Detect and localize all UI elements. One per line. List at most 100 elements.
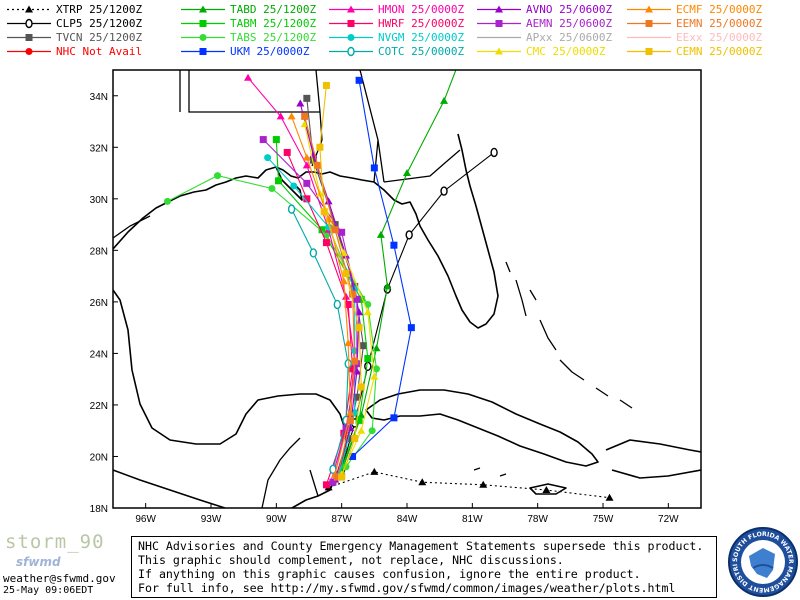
track-point xyxy=(364,361,372,371)
legend-swatch xyxy=(7,48,51,55)
track-point xyxy=(363,308,372,316)
track-point xyxy=(357,383,365,391)
legend-label: COTC 25/0000Z xyxy=(378,45,465,58)
track-point xyxy=(349,365,357,373)
track-point xyxy=(309,248,318,258)
legend-swatch xyxy=(627,20,671,27)
sfwmd-seal-icon: SOUTH FLORIDA WATER MANAGEMENT DISTRICT xyxy=(727,526,798,597)
storm-name: storm_90 xyxy=(5,531,105,553)
track-point xyxy=(320,208,328,216)
legend-label: NHC Not Avail xyxy=(56,45,143,58)
legend-marker xyxy=(645,48,653,55)
hispaniola-coastline xyxy=(605,439,701,453)
track-point xyxy=(275,177,283,185)
track-point xyxy=(287,112,296,120)
track-point xyxy=(301,112,309,120)
longitude-label: 81W xyxy=(462,514,483,525)
track-point xyxy=(372,344,381,352)
track-point xyxy=(479,480,488,488)
longitude-label: 96W xyxy=(135,514,156,525)
legend-marker xyxy=(25,48,33,55)
track-point xyxy=(390,414,398,422)
track-point xyxy=(322,81,330,89)
legend-label: CEMN 25/0000Z xyxy=(676,45,763,58)
latitude-label: 34N xyxy=(90,92,108,103)
legend-swatch xyxy=(627,36,671,39)
track-point xyxy=(376,230,385,238)
legend-label: TABD 25/1200Z xyxy=(230,3,317,16)
disclaimer-line: This graphic should complement, not repl… xyxy=(138,553,564,567)
legend-swatch xyxy=(477,36,521,39)
track-point xyxy=(346,408,355,416)
track-point xyxy=(339,277,348,285)
track-point xyxy=(403,169,411,177)
longitude-labels: 96W 93W 90W 87W 84W 81W 78W 75W 72W xyxy=(135,503,679,525)
latitude-label: 22N xyxy=(90,401,108,412)
track-point xyxy=(368,427,376,435)
legend-label: NVGM 25/0000Z xyxy=(378,31,465,44)
track-point xyxy=(349,452,357,460)
track-point xyxy=(331,226,339,234)
track-point xyxy=(302,153,311,161)
legend-swatch xyxy=(329,5,373,13)
legend-swatch xyxy=(329,34,373,41)
track-point xyxy=(302,161,311,169)
longitude-label: 72W xyxy=(658,514,679,525)
track-point xyxy=(490,147,498,158)
track-point xyxy=(338,473,346,481)
legend-marker xyxy=(347,46,355,57)
track-point xyxy=(605,493,614,501)
issue-timestamp: 25-May 09:06EDT xyxy=(3,585,94,596)
legend-swatch xyxy=(7,5,51,13)
track-point xyxy=(440,186,448,196)
state-borders xyxy=(179,70,461,183)
legend-label: EEMN 25/0000Z xyxy=(676,17,763,30)
track-point xyxy=(264,154,272,162)
track-tabd xyxy=(337,70,457,475)
track-point xyxy=(418,478,427,486)
latitude-label: 24N xyxy=(90,349,108,360)
track-point xyxy=(268,185,276,193)
legend-label: UKM 25/0000Z xyxy=(230,45,310,58)
legend-marker xyxy=(25,34,33,41)
legend-label: AVNO 25/0600Z xyxy=(526,3,613,16)
track-point xyxy=(287,204,296,214)
legend-label: HMON 25/0000Z xyxy=(378,3,465,16)
track-point xyxy=(322,481,330,489)
legend-marker xyxy=(347,20,355,27)
central-america-coastline xyxy=(113,469,226,508)
sfwmd-wordmark: sfwmd xyxy=(16,555,61,569)
legend-swatch xyxy=(477,20,521,27)
central-america-borders xyxy=(261,437,319,508)
legend-marker xyxy=(347,5,355,13)
legend-swatch xyxy=(181,20,225,27)
track-point xyxy=(303,94,311,102)
longitude-label: 78W xyxy=(527,514,548,525)
legend-marker xyxy=(25,5,33,13)
latitude-label: 32N xyxy=(90,143,108,154)
us-mexico-border xyxy=(113,215,151,239)
track-point xyxy=(340,429,348,437)
track-line xyxy=(341,70,457,473)
track-point xyxy=(309,156,317,164)
legend-swatch xyxy=(627,48,671,55)
contact-email[interactable]: weather@sfwmd.gov xyxy=(3,572,116,585)
legend-label: XTRP 25/1200Z xyxy=(56,3,143,16)
model-legend: XTRP 25/1200Z CLP5 25/1200Z TVCN 25/1200Z N… xyxy=(0,0,800,58)
track-point xyxy=(318,226,326,234)
latitude-label: 28N xyxy=(90,246,108,257)
legend-label: ECMF 25/0000Z xyxy=(676,3,763,16)
track-point xyxy=(359,342,367,350)
map-background xyxy=(113,70,701,508)
latitude-labels: 34N 32N 30N 28N 26N 24N 22N 20N 18N xyxy=(90,92,118,515)
disclaimer-line[interactable]: For full info, see http://my.sfwmd.gov/s… xyxy=(138,581,676,595)
track-point xyxy=(303,195,311,203)
track-point xyxy=(283,148,291,156)
longitude-label: 84W xyxy=(397,514,418,525)
legend-label: TABM 25/1200Z xyxy=(230,17,317,30)
track-point xyxy=(329,478,337,486)
track-point xyxy=(342,292,351,300)
legend-marker xyxy=(199,34,207,41)
legend-marker xyxy=(347,34,355,41)
disclaimer-line: If anything on this graphic causes confu… xyxy=(138,567,641,581)
